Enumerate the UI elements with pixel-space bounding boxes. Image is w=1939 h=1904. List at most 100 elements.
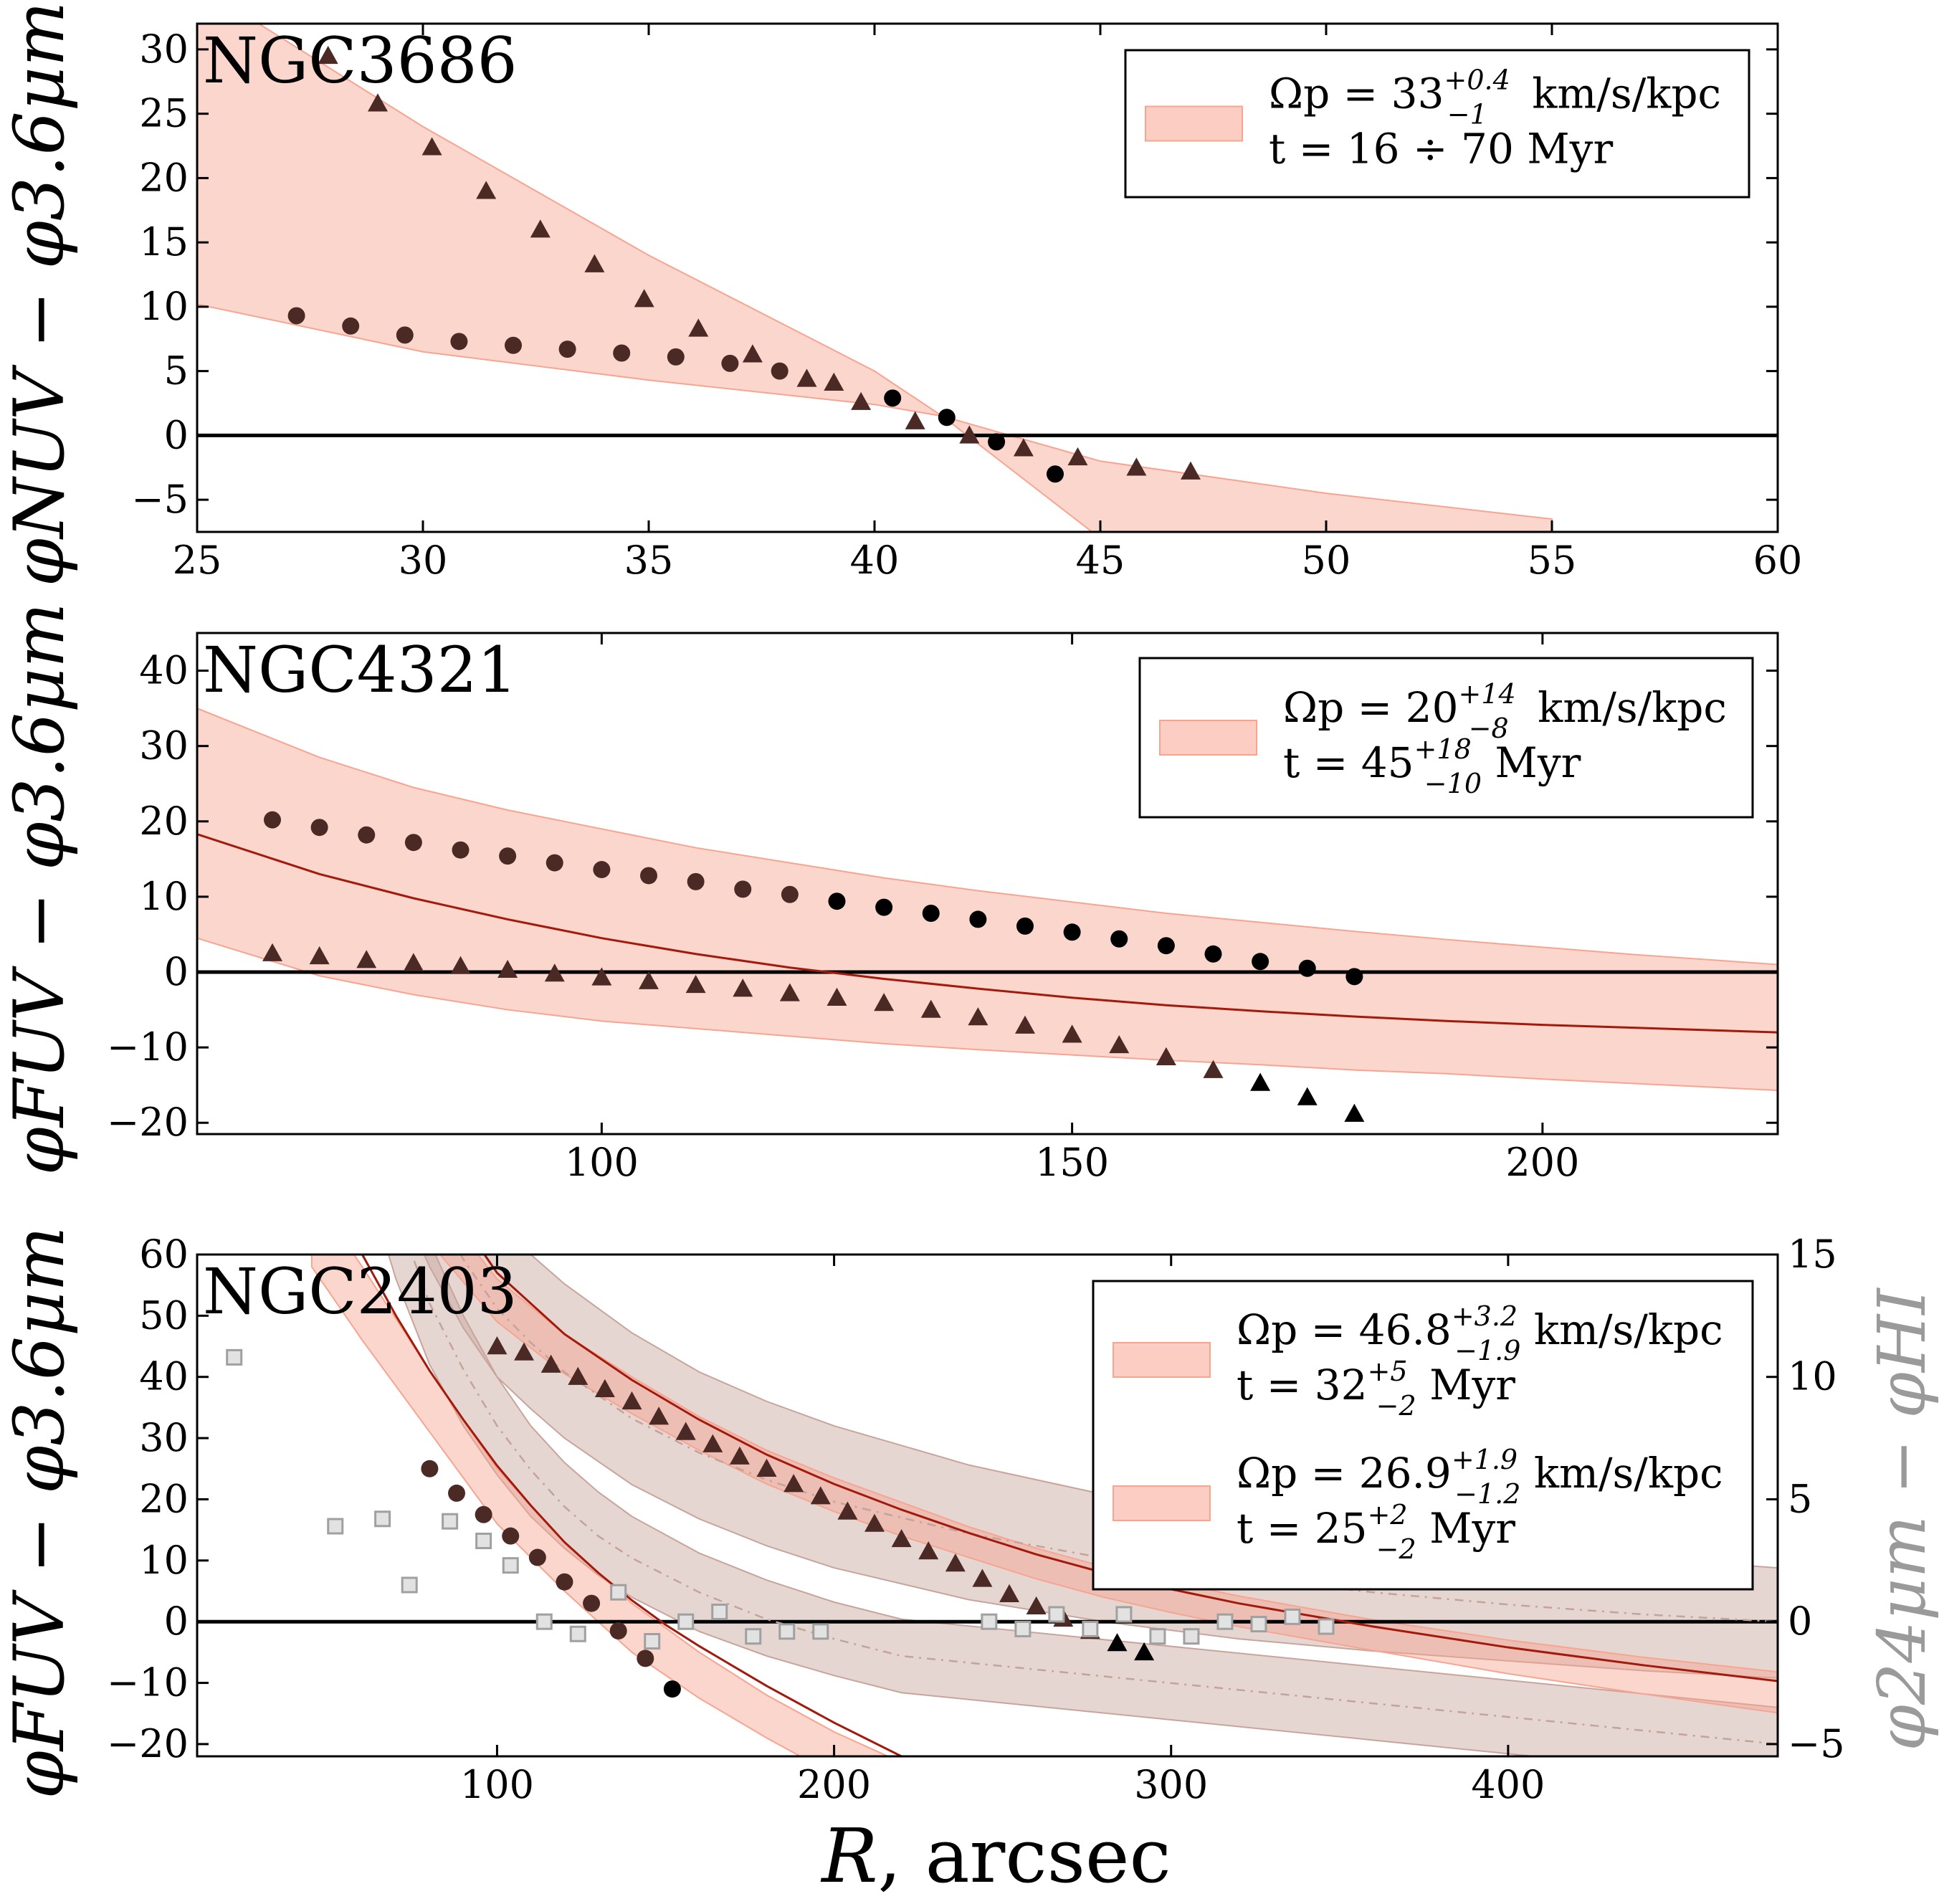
legend-time-sup: +18 bbox=[1414, 733, 1472, 765]
x-tick-label: 200 bbox=[797, 1762, 871, 1807]
legend-omega-unit: km/s/kpc bbox=[1525, 683, 1727, 732]
data-point-square bbox=[812, 1623, 829, 1640]
data-point-circle bbox=[475, 1505, 492, 1523]
legend-omega-sup: +1.9 bbox=[1452, 1444, 1518, 1475]
data-point-triangle bbox=[918, 1541, 939, 1560]
data-point-square bbox=[745, 1628, 762, 1645]
panel-title: NGC3686 bbox=[203, 24, 518, 97]
x-tick-label: 200 bbox=[1505, 1140, 1579, 1185]
data-point-triangle bbox=[309, 946, 330, 965]
data-point-triangle bbox=[864, 1513, 885, 1532]
data-point-triangle bbox=[826, 987, 847, 1006]
data-point-circle bbox=[358, 826, 376, 844]
data-point-triangle bbox=[356, 950, 377, 968]
y-tick-label: 20 bbox=[139, 155, 189, 200]
legend-omega-value: Ωp = 33 bbox=[1269, 70, 1444, 118]
data-point-circle bbox=[287, 307, 305, 325]
data-point-triangle bbox=[584, 254, 605, 272]
legend-line-time: t = 25+2 −2 Myr bbox=[1237, 1499, 1515, 1565]
data-point-triangle bbox=[262, 943, 282, 961]
data-point-triangle bbox=[1250, 1072, 1271, 1091]
data-point-triangle bbox=[702, 1434, 723, 1452]
data-point-circle bbox=[342, 317, 360, 335]
y2-tick-label: 10 bbox=[1788, 1354, 1837, 1399]
data-point-circle bbox=[1047, 465, 1064, 483]
data-point-circle bbox=[1110, 930, 1128, 948]
data-point-triangle bbox=[621, 1391, 642, 1410]
data-point-circle bbox=[884, 389, 902, 407]
y-tick-label: 60 bbox=[139, 1232, 189, 1277]
model-line-3 bbox=[482, 1255, 1778, 1682]
data-point-triangle bbox=[959, 425, 980, 444]
data-point-triangle bbox=[639, 971, 659, 989]
data-point-square bbox=[1250, 1616, 1267, 1633]
data-point-triangle bbox=[591, 967, 612, 986]
y2-tick-label: −5 bbox=[1788, 1721, 1845, 1766]
data-point-triangle bbox=[1297, 1087, 1318, 1105]
data-point-circle bbox=[609, 1622, 627, 1639]
data-point-circle bbox=[528, 1548, 546, 1566]
data-point-circle bbox=[875, 898, 893, 916]
data-point-triangle bbox=[810, 1486, 831, 1505]
data-point-square bbox=[1183, 1628, 1200, 1645]
data-point-circle bbox=[637, 1650, 654, 1667]
y-tick-label: 30 bbox=[139, 1415, 189, 1460]
data-point-triangle bbox=[514, 1342, 535, 1361]
data-point-triangle bbox=[729, 1446, 750, 1465]
legend-omega-value: Ωp = 46.8 bbox=[1237, 1305, 1452, 1354]
y-tick-label: 0 bbox=[164, 1599, 189, 1644]
data-point-square bbox=[610, 1584, 627, 1601]
y-tick-label: 50 bbox=[139, 1293, 189, 1338]
data-point-triangle bbox=[742, 344, 763, 363]
plot-frame bbox=[196, 632, 1779, 1136]
data-point-circle bbox=[505, 336, 522, 354]
plot-area bbox=[197, 708, 1778, 1122]
data-point-triangle bbox=[1203, 1060, 1224, 1078]
legend-line-omega: Ωp = 26.9+1.9 −1.2 km/s/kpc bbox=[1237, 1444, 1723, 1510]
y2-tick-label: 5 bbox=[1788, 1476, 1812, 1521]
data-point-circle bbox=[558, 341, 576, 358]
legend-line-time: t = 16 ÷ 70 Myr bbox=[1269, 125, 1613, 173]
legend-box bbox=[1138, 657, 1754, 819]
data-point-square bbox=[502, 1557, 519, 1574]
legend-time-value: t = 45 bbox=[1283, 738, 1414, 787]
data-point-circle bbox=[734, 880, 752, 898]
plot-frame bbox=[196, 22, 1779, 533]
data-point-triangle bbox=[688, 318, 709, 337]
data-point-triangle bbox=[594, 1379, 615, 1398]
data-point-circle bbox=[781, 885, 799, 903]
data-point-circle bbox=[499, 847, 517, 865]
data-point-triangle bbox=[421, 137, 442, 156]
data-point-circle bbox=[1252, 953, 1269, 971]
panel-ngc3686: 25 30 35 40 45 50 55 60 −5 0 5 10 15 20 25 30 NGC3686 Ωp … bbox=[131, 22, 1802, 583]
legend-time-unit: Myr bbox=[1416, 1361, 1516, 1409]
data-point-triangle bbox=[1109, 1034, 1130, 1054]
data-point-square bbox=[442, 1513, 459, 1530]
data-point-circle bbox=[404, 834, 422, 852]
data-point-triangle bbox=[649, 1406, 670, 1425]
y-tick-label: 40 bbox=[139, 648, 189, 693]
legend-omega-sub: −1.2 bbox=[1454, 1478, 1520, 1510]
x-tick-label: 100 bbox=[460, 1762, 534, 1807]
data-point-square bbox=[1216, 1613, 1234, 1630]
data-point-triangle bbox=[783, 1474, 804, 1493]
data-point-circle bbox=[771, 362, 789, 380]
x-tick-label: 100 bbox=[565, 1140, 639, 1185]
legend-omega-sub: −8 bbox=[1469, 713, 1509, 744]
x-tick-label: 55 bbox=[1528, 538, 1577, 583]
x-axis-label-unit: , arcsec bbox=[878, 1812, 1171, 1900]
data-point-triangle bbox=[1344, 1103, 1365, 1122]
data-point-triangle bbox=[530, 219, 551, 238]
data-point-triangle bbox=[1013, 438, 1034, 457]
ylabel-right-panel-3: φ24μm − φHI bbox=[1864, 1287, 1939, 1751]
legend-line-time: t = 32+5 −2 Myr bbox=[1237, 1356, 1515, 1422]
ylabel-right-text: φ24μm − φHI bbox=[1864, 1287, 1939, 1751]
y-tick-label: 40 bbox=[139, 1354, 189, 1399]
data-point-triangle bbox=[837, 1501, 858, 1520]
legend-swatch bbox=[1113, 1342, 1211, 1378]
ylabel-text: φNUV − φ3.6μm bbox=[0, 1, 80, 586]
data-point-square bbox=[711, 1604, 728, 1621]
data-point-triangle bbox=[403, 953, 424, 971]
